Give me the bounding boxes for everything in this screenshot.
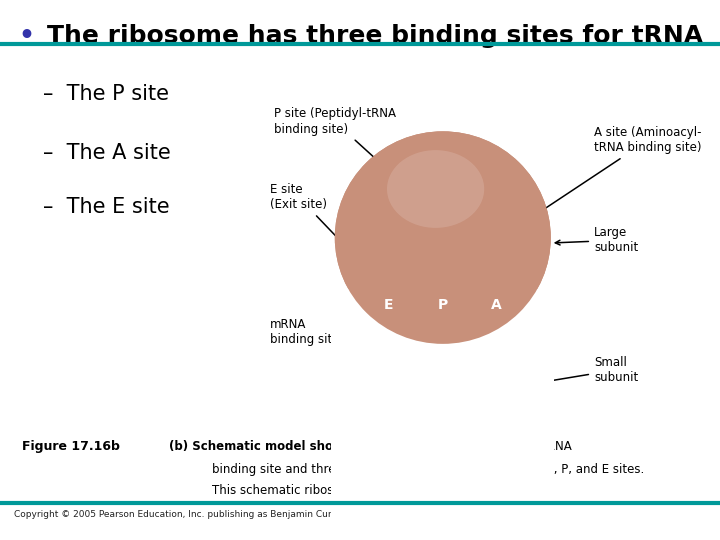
Text: Figure 17.16b: Figure 17.16b bbox=[22, 440, 120, 453]
Ellipse shape bbox=[473, 374, 534, 409]
Text: E: E bbox=[384, 298, 394, 312]
Ellipse shape bbox=[476, 230, 518, 327]
Text: A ribosome has an mRNA: A ribosome has an mRNA bbox=[418, 440, 572, 453]
Ellipse shape bbox=[429, 234, 456, 312]
Text: –  The A site: – The A site bbox=[43, 143, 171, 163]
Text: Copyright © 2005 Pearson Education, Inc. publishing as Benjamin Cummings: Copyright © 2005 Pearson Education, Inc.… bbox=[14, 510, 364, 518]
Ellipse shape bbox=[375, 237, 402, 314]
Ellipse shape bbox=[483, 234, 510, 312]
Text: binding site and three tRNA binding sites, known as the A, P, and E sites.: binding site and three tRNA binding site… bbox=[212, 463, 644, 476]
Ellipse shape bbox=[476, 230, 518, 327]
Ellipse shape bbox=[429, 234, 456, 312]
Ellipse shape bbox=[369, 336, 524, 361]
Text: Small
subunit: Small subunit bbox=[523, 356, 638, 387]
Ellipse shape bbox=[387, 150, 484, 228]
Text: P site (Peptidyl-tRNA
binding site): P site (Peptidyl-tRNA binding site) bbox=[274, 107, 432, 210]
Ellipse shape bbox=[335, 131, 551, 344]
Text: E site
(Exit site): E site (Exit site) bbox=[270, 183, 350, 251]
Ellipse shape bbox=[422, 230, 464, 327]
Ellipse shape bbox=[375, 237, 402, 314]
Text: This schematic ribosome will appear in later diagrams.: This schematic ribosome will appear in l… bbox=[212, 484, 538, 497]
Ellipse shape bbox=[335, 131, 551, 344]
Text: mRNA
binding site: mRNA binding site bbox=[270, 318, 366, 348]
Ellipse shape bbox=[372, 354, 528, 408]
Text: Large
subunit: Large subunit bbox=[555, 226, 638, 254]
Text: A site (Aminoacyl-
tRNA binding site): A site (Aminoacyl- tRNA binding site) bbox=[529, 126, 701, 219]
Ellipse shape bbox=[396, 363, 504, 399]
Ellipse shape bbox=[422, 230, 464, 327]
Ellipse shape bbox=[483, 234, 510, 312]
Text: –  The E site: – The E site bbox=[43, 197, 170, 217]
Text: –  The P site: – The P site bbox=[43, 84, 169, 104]
Ellipse shape bbox=[359, 374, 420, 409]
Text: The ribosome has three binding sites for tRNA: The ribosome has three binding sites for… bbox=[47, 24, 703, 48]
Ellipse shape bbox=[387, 150, 484, 228]
Text: P: P bbox=[438, 298, 448, 312]
Ellipse shape bbox=[368, 232, 410, 329]
Ellipse shape bbox=[368, 232, 410, 329]
Bar bbox=[331, 289, 554, 540]
Ellipse shape bbox=[347, 372, 387, 395]
Text: •: • bbox=[18, 24, 34, 48]
Text: (b) Schematic model showing binding sites.: (b) Schematic model showing binding site… bbox=[169, 440, 459, 453]
Text: A: A bbox=[492, 298, 502, 312]
